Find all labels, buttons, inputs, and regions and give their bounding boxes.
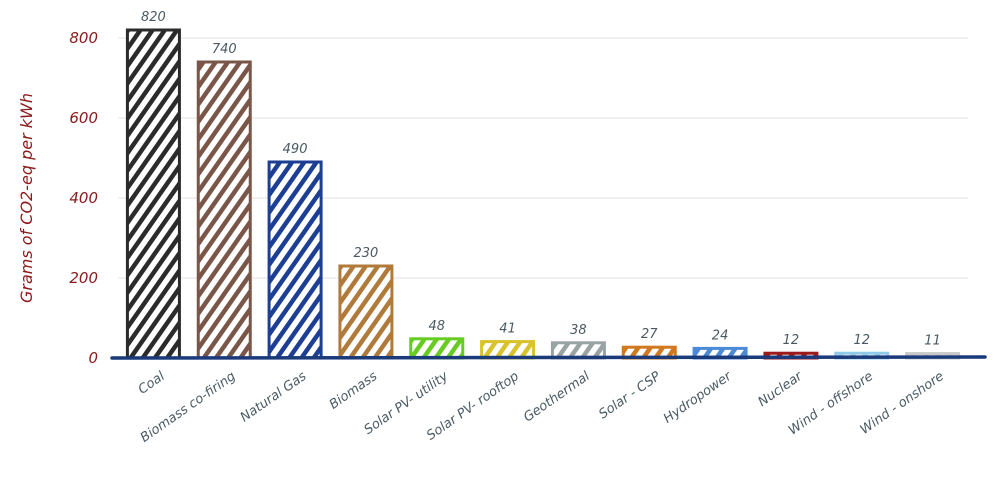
x-tick-label: Geothermal bbox=[521, 369, 593, 426]
axes bbox=[110, 355, 987, 360]
grid bbox=[118, 37, 968, 279]
y-tick-label: 600 bbox=[69, 109, 98, 127]
bar-biomass-co-firing bbox=[196, 60, 252, 360]
bars bbox=[125, 28, 961, 360]
data-label: 41 bbox=[499, 322, 516, 337]
data-label: 740 bbox=[212, 42, 237, 57]
y-tick-label: 200 bbox=[69, 269, 98, 287]
data-label: 24 bbox=[712, 328, 729, 343]
x-tick-label: Solar - CSP bbox=[596, 369, 663, 422]
bar-coal bbox=[125, 28, 181, 360]
data-label: 490 bbox=[283, 142, 308, 157]
data-label: 48 bbox=[428, 319, 445, 334]
bar-solar-pv-utility bbox=[409, 337, 465, 360]
bar-biomass bbox=[338, 264, 394, 360]
y-tick-label: 800 bbox=[69, 29, 98, 47]
data-label: 230 bbox=[354, 246, 379, 261]
data-label: 12 bbox=[853, 333, 870, 348]
bar-solar-pv-rooftop bbox=[480, 340, 536, 360]
data-label: 12 bbox=[783, 333, 800, 348]
data-label: 38 bbox=[570, 323, 587, 338]
data-label: 11 bbox=[924, 334, 941, 349]
x-tick-label: Hydropower bbox=[661, 368, 736, 427]
y-axis-label: Grams of CO2-eq per kWh bbox=[17, 93, 36, 303]
x-tick-label: Coal bbox=[136, 369, 168, 398]
y-tick-label: 400 bbox=[69, 189, 98, 207]
x-tick-label: Natural Gas bbox=[238, 369, 310, 426]
bar-natural-gas bbox=[267, 160, 323, 360]
x-tick-label: Biomass bbox=[327, 369, 381, 413]
y-tick-label: 0 bbox=[88, 349, 98, 367]
data-label: 820 bbox=[141, 10, 166, 25]
x-tick-label: Nuclear bbox=[756, 368, 807, 410]
x-axis-line bbox=[110, 355, 987, 360]
data-label: 27 bbox=[641, 327, 658, 342]
